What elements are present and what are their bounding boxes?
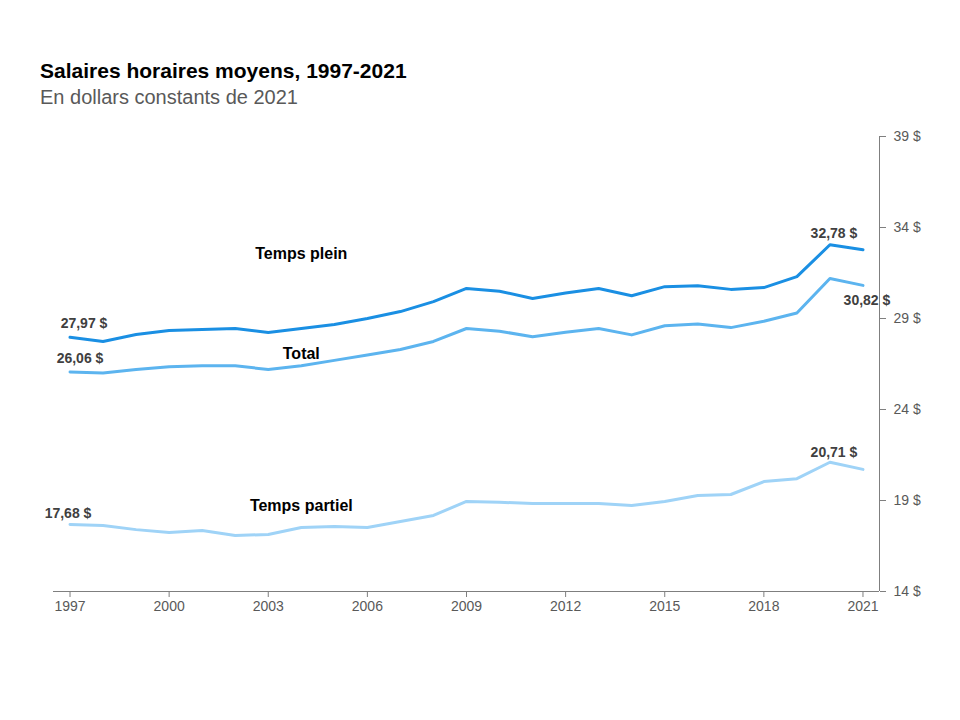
- svg-text:2021: 2021: [847, 598, 878, 614]
- svg-text:26,06 $: 26,06 $: [57, 350, 104, 366]
- svg-text:19 $: 19 $: [894, 492, 921, 508]
- svg-text:2012: 2012: [550, 598, 581, 614]
- svg-text:34 $: 34 $: [894, 219, 921, 235]
- svg-text:2015: 2015: [649, 598, 680, 614]
- svg-text:2006: 2006: [352, 598, 383, 614]
- svg-text:14 $: 14 $: [894, 583, 921, 599]
- svg-text:2009: 2009: [451, 598, 482, 614]
- html-text:Salaires horaires moyens, 1997: Salaires horaires moyens, 1997-2021: [40, 59, 407, 82]
- svg-text:29 $: 29 $: [894, 310, 921, 326]
- svg-text:2018: 2018: [748, 598, 779, 614]
- svg-text:39 $: 39 $: [894, 128, 921, 144]
- svg-text:27,97 $: 27,97 $: [61, 315, 108, 331]
- svg-text:Total: Total: [283, 345, 320, 362]
- svg-text:Temps partiel: Temps partiel: [250, 497, 353, 514]
- svg-text:Temps plein: Temps plein: [255, 245, 347, 262]
- svg-text:24 $: 24 $: [894, 401, 921, 417]
- svg-text:17,68 $: 17,68 $: [45, 505, 92, 521]
- svg-text:30,82 $: 30,82 $: [844, 292, 891, 308]
- svg-text:2003: 2003: [253, 598, 284, 614]
- svg-text:2000: 2000: [154, 598, 185, 614]
- svg-text:20,71 $: 20,71 $: [811, 444, 858, 460]
- svg-text:1997: 1997: [54, 598, 85, 614]
- html-text:En dollars constants de 2021: En dollars constants de 2021: [40, 86, 298, 108]
- svg-text:32,78 $: 32,78 $: [811, 225, 858, 241]
